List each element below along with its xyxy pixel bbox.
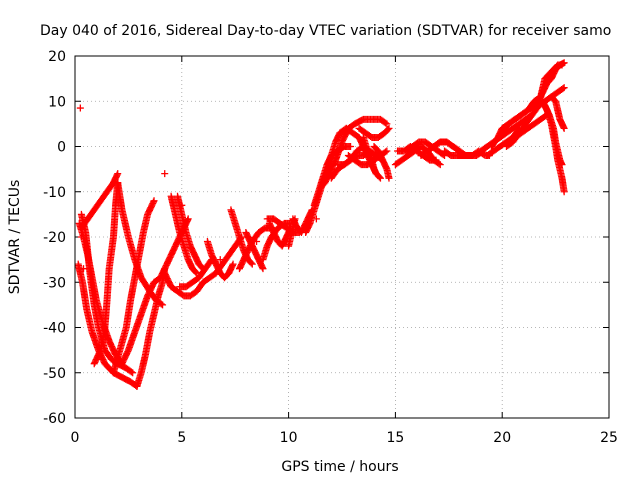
y-tick-label: -40 (43, 321, 66, 337)
data-point (229, 260, 237, 268)
y-tick-label: 20 (48, 49, 66, 65)
data-point (560, 188, 568, 196)
data-point (247, 259, 255, 267)
data-point (560, 84, 568, 92)
data-point (384, 126, 392, 134)
y-tick-label: 10 (48, 94, 66, 110)
data-point (382, 119, 390, 127)
data-point (435, 160, 443, 168)
data-point (385, 174, 393, 182)
x-tick-label: 10 (280, 430, 298, 446)
data-point-isolated (216, 256, 224, 264)
data-point (432, 156, 440, 164)
data-point-isolated (161, 170, 169, 178)
data-point (192, 268, 200, 276)
x-tick-label: 15 (386, 430, 404, 446)
y-axis-label: SDTVAR / TECUs (7, 180, 23, 295)
y-tick-label: -60 (43, 411, 66, 427)
data-point-isolated (76, 104, 84, 112)
x-tick-label: 20 (493, 430, 511, 446)
chart-title: Day 040 of 2016, Sidereal Day-to-day VTE… (40, 23, 611, 39)
data-point (129, 369, 137, 377)
data-point (375, 173, 383, 181)
y-tick-label: -30 (43, 275, 66, 291)
data-point-isolated (253, 238, 261, 246)
plot-area-frame (74, 55, 610, 419)
data-point (114, 170, 122, 178)
x-axis-label: GPS time / hours (281, 459, 398, 475)
axis-ticks: 0 5 10 15 20 25 20 10 0 -10 -20 -30 -40 -50 -60 (43, 49, 618, 446)
x-tick-label: 5 (177, 430, 186, 446)
data-point (259, 265, 267, 273)
data-point (436, 161, 444, 169)
data-point-isolated (214, 260, 222, 268)
data-point (560, 124, 568, 132)
data-point (382, 148, 390, 156)
y-tick-label: -10 (43, 185, 66, 201)
x-tick-label: 0 (71, 430, 80, 446)
data-point (248, 260, 256, 268)
y-tick-label: -20 (43, 230, 66, 246)
data-point-isolated (178, 201, 186, 209)
data-point (558, 61, 566, 69)
data-point (559, 85, 567, 93)
x-tick-label: 25 (600, 430, 618, 446)
data-point-isolated (80, 265, 88, 273)
data-point (159, 301, 167, 309)
data-points (74, 59, 568, 390)
data-point (385, 124, 393, 132)
data-point (383, 120, 391, 128)
data-point-isolated (77, 233, 85, 241)
y-tick-label: -50 (43, 366, 66, 382)
data-point (383, 147, 391, 155)
data-point (127, 368, 135, 376)
data-point (376, 174, 384, 182)
data-point (347, 143, 355, 150)
data-point-isolated (312, 215, 320, 223)
data-point (150, 197, 158, 205)
y-tick-label: 0 (57, 140, 66, 156)
